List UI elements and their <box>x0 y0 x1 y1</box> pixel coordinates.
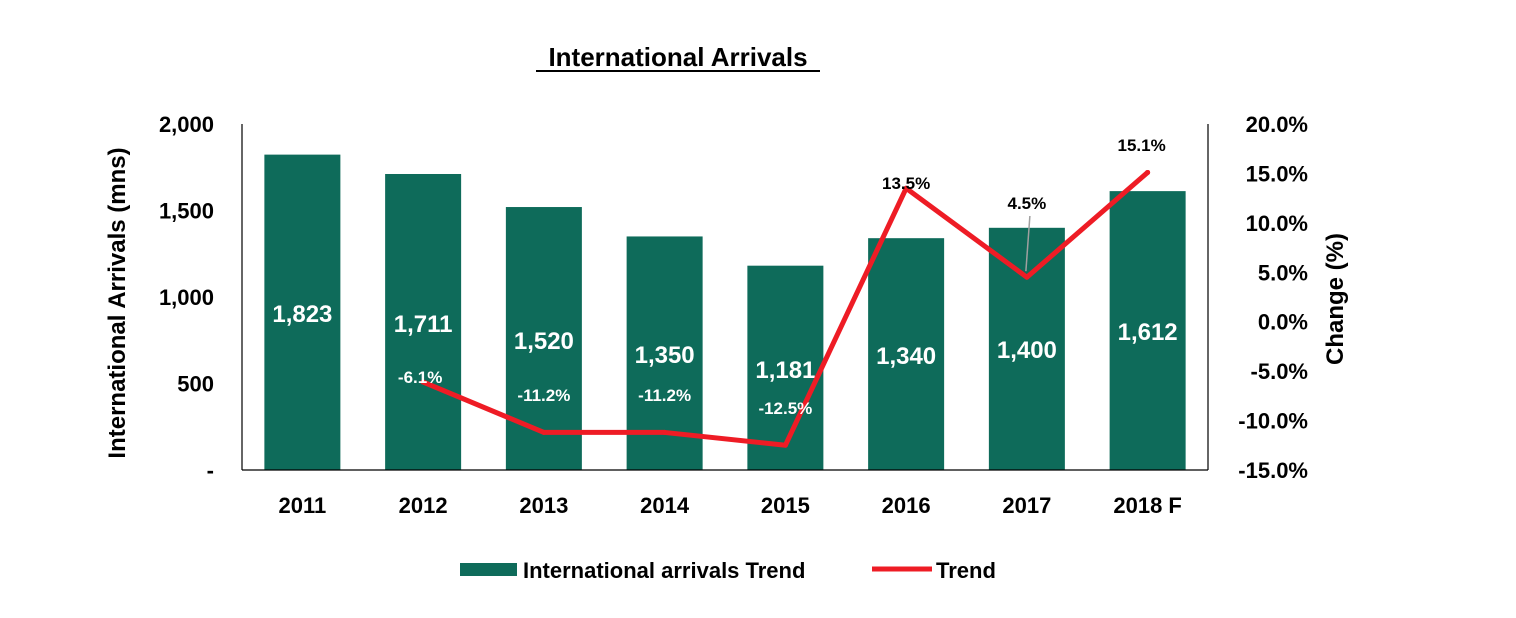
bar-2017 <box>988 227 1065 470</box>
bar-2016 <box>868 238 945 470</box>
bar-value-label: 1,400 <box>997 337 1057 364</box>
bar-2011 <box>264 154 341 470</box>
x-tick-label: 2015 <box>761 493 810 518</box>
chart-title: International Arrivals <box>548 42 807 72</box>
change-point <box>1024 274 1030 280</box>
left-tick-label: - <box>207 458 214 483</box>
right-tick-label: 10.0% <box>1246 211 1308 236</box>
change-point <box>541 429 547 435</box>
x-tick-label: 2017 <box>1002 493 1051 518</box>
change-value-label: -11.2% <box>638 386 691 405</box>
left-tick-label: 2,000 <box>159 112 214 137</box>
right-tick-label: -15.0% <box>1238 458 1308 483</box>
bar-2012 <box>385 173 462 470</box>
bar-2015 <box>747 265 824 470</box>
change-value-label: -11.2% <box>517 386 570 405</box>
change-point <box>903 185 909 191</box>
left-tick-label: 1,000 <box>159 285 214 310</box>
change-value-label: 15.1% <box>1118 136 1166 155</box>
right-tick-label: -10.0% <box>1238 409 1308 434</box>
right-tick-label: 20.0% <box>1246 112 1308 137</box>
left-axis-title: International Arrivals (mns) <box>104 147 131 458</box>
bar-value-label: 1,340 <box>876 343 936 370</box>
change-value-label: 4.5% <box>1008 194 1047 213</box>
change-point <box>662 429 668 435</box>
bar-2018-f <box>1109 191 1186 470</box>
bar-value-label: 1,711 <box>394 311 453 338</box>
right-tick-label: 15.0% <box>1246 161 1308 186</box>
legend-label-bar: International arrivals Trend <box>523 558 805 583</box>
change-value-label: -6.1% <box>398 368 442 387</box>
x-tick-label: 2014 <box>640 493 690 518</box>
bar-value-label: 1,612 <box>1118 319 1178 346</box>
bar-value-label: 1,823 <box>272 301 332 328</box>
right-tick-label: -5.0% <box>1251 359 1308 384</box>
chart-legend: International arrivals Trend Trend <box>460 558 996 583</box>
bar-value-labels: 1,823 1,711 1,520 1,350 1,181 1,340 1,400 1,612 <box>272 301 1177 384</box>
change-line-series: -6.1% -11.2% -11.2% -12.5% 13.5% 4.5% 15.1% <box>398 136 1166 448</box>
x-tick-label: 2016 <box>882 493 931 518</box>
bar-value-label: 1,350 <box>635 342 695 369</box>
bar-value-label: 1,520 <box>514 328 574 355</box>
left-tick-label: 500 <box>177 372 214 397</box>
chart-axes: - 500 1,000 1,500 2,000 -15.0% -10.0% -5.0% 0.0%… <box>159 112 1308 518</box>
change-value-label: 13.5% <box>882 174 930 193</box>
label-leader-line <box>1025 215 1031 272</box>
left-tick-label: 1,500 <box>159 199 214 224</box>
bar-value-label: 1,181 <box>755 357 815 384</box>
change-value-label: -12.5% <box>758 399 812 418</box>
x-tick-label: 2012 <box>399 493 448 518</box>
right-axis-title: Change (%) <box>1322 233 1349 365</box>
change-point <box>1145 169 1151 175</box>
right-tick-label: 0.0% <box>1258 310 1308 335</box>
x-tick-label: 2018 F <box>1113 493 1182 518</box>
legend-label-line: Trend <box>936 558 996 583</box>
bar-series <box>264 154 1186 471</box>
x-tick-label: 2013 <box>519 493 568 518</box>
change-point <box>420 379 426 385</box>
legend-swatch-bar <box>460 563 517 576</box>
change-point <box>782 442 788 448</box>
right-tick-label: 5.0% <box>1258 260 1308 285</box>
x-tick-label: 2011 <box>279 493 327 518</box>
bar-2013 <box>505 207 582 471</box>
